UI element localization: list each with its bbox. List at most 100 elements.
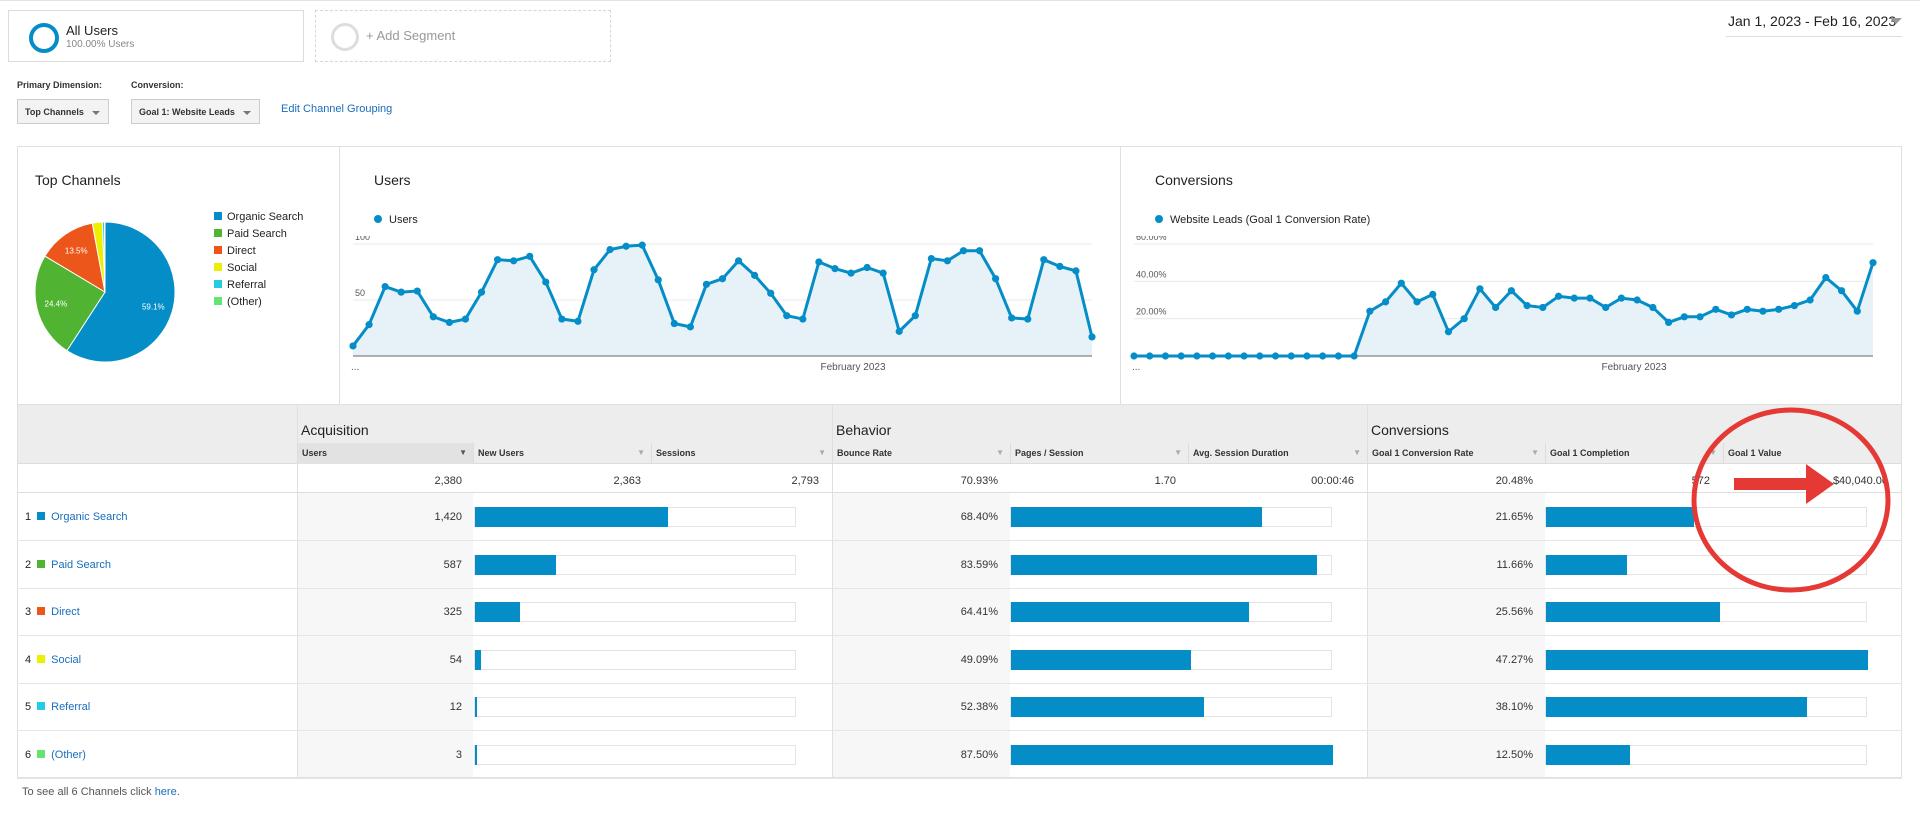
table-row: 4 Social 54 49.09% 47.27%: [17, 636, 1902, 684]
x-axis-label: February 2023: [1601, 362, 1666, 373]
empty-segment-icon: [331, 23, 359, 51]
area-fill: [1134, 262, 1873, 356]
legend-swatch: [214, 263, 222, 271]
column-header-pages-session[interactable]: Pages / Session ▼: [1010, 443, 1188, 464]
data-point: [1822, 274, 1830, 282]
segment-all-users[interactable]: All Users 100.00% Users: [8, 10, 304, 62]
sort-desc-icon: ▼: [459, 448, 467, 457]
legend-label: Social: [227, 262, 257, 274]
bounce-rate-value: 83.59%: [960, 558, 998, 571]
channel-link[interactable]: Organic Search: [51, 511, 128, 523]
channel-link[interactable]: Social: [51, 653, 82, 666]
users-bar: [474, 744, 796, 765]
legend-label: Direct: [227, 245, 256, 257]
chevron-down-icon: [1890, 18, 1902, 24]
channel-color-swatch: [37, 654, 46, 663]
see-all-channels-link[interactable]: here: [154, 786, 177, 798]
sort-icon: ▼: [996, 448, 1004, 457]
legend-swatch: [214, 212, 222, 220]
data-point: [445, 318, 453, 326]
data-point: [718, 275, 727, 283]
legend-label: Organic Search: [227, 211, 304, 223]
bar-fill: [1011, 602, 1250, 622]
legend-swatch: [214, 297, 222, 305]
column-label: Pages / Session: [1015, 448, 1084, 458]
column-header-avg-duration[interactable]: Avg. Session Duration ▼: [1188, 443, 1367, 464]
row-index: 2: [25, 558, 32, 571]
column-header-bounce-rate[interactable]: Bounce Rate ▼: [832, 443, 1010, 464]
column-header-new-users[interactable]: New Users ▼: [473, 443, 651, 464]
column-label: Sessions: [656, 448, 696, 458]
total-users: 2,380: [434, 475, 462, 487]
channel-link[interactable]: Direct: [51, 606, 80, 618]
users-value: 54: [449, 653, 462, 666]
data-point: [1570, 294, 1578, 302]
bar-fill: [475, 602, 521, 622]
conversion-rate-value: 11.66%: [1496, 558, 1534, 571]
bar-fill: [1546, 554, 1627, 575]
bounce-rate-value: 68.40%: [960, 511, 998, 523]
data-point: [1775, 305, 1783, 313]
x-start-label: ...: [1132, 362, 1140, 373]
add-segment-button[interactable]: + Add Segment: [315, 10, 611, 62]
channel-link[interactable]: (Other): [51, 748, 86, 761]
data-point: [1507, 287, 1515, 295]
users-value: 12: [449, 701, 462, 713]
total-goal-value: $40,040.00: [1832, 475, 1888, 487]
total-bounce-rate: 70.93%: [960, 475, 998, 487]
data-point: [767, 289, 775, 297]
column-header-users[interactable]: Users ▼: [297, 443, 473, 464]
data-point: [1696, 313, 1704, 321]
edit-channel-grouping-link[interactable]: Edit Channel Grouping: [281, 103, 393, 115]
users-value: 1,420: [434, 511, 462, 523]
table-row: 1 Organic Search 1,420 68.40% 21.65%: [17, 493, 1902, 541]
column-header-goal-value[interactable]: Goal 1 Value: [1723, 443, 1902, 464]
area-fill: [353, 245, 1092, 356]
data-point: [349, 342, 357, 350]
row-index: 1: [25, 511, 32, 523]
group-acquisition: Acquisition: [301, 422, 369, 438]
conversion-select[interactable]: Goal 1: Website Leads: [131, 99, 260, 124]
channel-link[interactable]: Referral: [51, 701, 91, 713]
primary-dimension-select[interactable]: Top Channels: [17, 99, 109, 124]
sort-icon: ▼: [637, 448, 645, 457]
date-range-picker[interactable]: Jan 1, 2023 - Feb 16, 2023: [1726, 9, 1902, 37]
date-range-label: Jan 1, 2023 - Feb 16, 2023: [1728, 13, 1897, 29]
completion-bar: [1545, 602, 1867, 622]
charts-panel: [17, 146, 1902, 405]
data-point: [1224, 352, 1232, 360]
data-point: [1743, 305, 1751, 313]
column-label: Goal 1 Conversion Rate: [1372, 448, 1474, 458]
bar-fill: [475, 507, 669, 527]
pie-legend-item: Social: [214, 262, 257, 276]
segment-subtitle: 100.00% Users: [66, 39, 135, 50]
column-label: Goal 1 Value: [1728, 448, 1782, 458]
panel-divider: [1120, 146, 1121, 405]
top-divider: [0, 0, 1920, 1]
data-point: [1759, 307, 1767, 315]
users-bar: [474, 554, 796, 575]
channel-color-swatch: [37, 702, 46, 710]
users-bar: [474, 649, 796, 670]
row-label: 2 Paid Search: [25, 559, 111, 571]
conversion-rate-value: 47.27%: [1495, 653, 1533, 666]
legend-dot-icon: [1155, 215, 1163, 223]
column-header-goal-completion[interactable]: Goal 1 Completion ▼: [1545, 443, 1723, 464]
y-tick-label: 50: [355, 288, 365, 298]
conversion-rate-value: 38.10%: [1495, 701, 1533, 713]
channel-link[interactable]: Paid Search: [51, 558, 112, 571]
data-point: [1586, 294, 1594, 302]
data-point: [1287, 352, 1295, 360]
segment-title: All Users: [66, 23, 119, 38]
data-point: [1602, 303, 1610, 312]
pages-bar: [1010, 507, 1332, 527]
data-point: [1177, 352, 1185, 360]
row-label: 5 Referral: [25, 701, 90, 713]
table-row: 3 Direct 325 64.41% 25.56%: [17, 588, 1902, 636]
conversion-rate-value: 12.50%: [1495, 748, 1533, 761]
column-header-conversion-rate[interactable]: Goal 1 Conversion Rate ▼: [1367, 443, 1545, 464]
column-header-sessions[interactable]: Sessions ▼: [651, 443, 832, 464]
table-row: 6 (Other) 3 87.50% 12.50%: [17, 731, 1902, 779]
data-point: [1056, 262, 1064, 270]
total-sessions: 2,793: [791, 475, 819, 487]
